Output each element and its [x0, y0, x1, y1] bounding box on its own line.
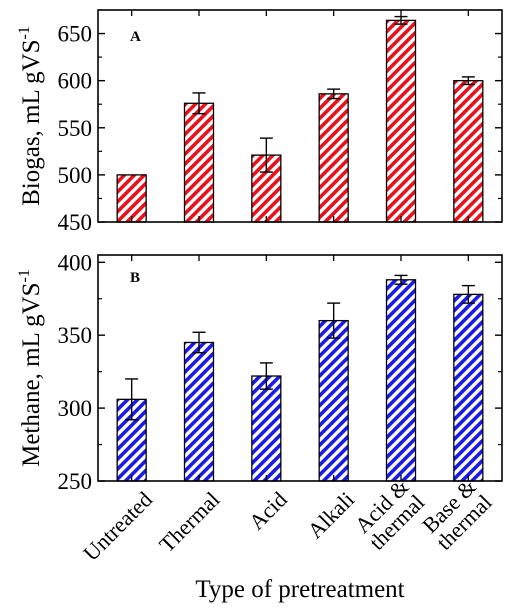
x-category-label-5: Base &thermal: [416, 474, 497, 555]
error-bar-B-3: [327, 302, 341, 339]
y-tick-label-B-2: 350: [58, 323, 93, 348]
y-tick-label-B-0: 250: [58, 469, 93, 494]
y-tick-label-A-1: 500: [58, 163, 93, 188]
x-category-label-4: Acid &thermal: [349, 474, 430, 555]
error-bar-B-5: [461, 284, 475, 304]
bar-A-4: [385, 19, 417, 223]
error-bar-B-0: [125, 378, 139, 421]
bar-B-5: [453, 293, 484, 482]
panel-A: 450 500 550 600 650 A Biogas, mL gVS-1: [16, 9, 503, 235]
panel-label-B: B: [130, 270, 140, 286]
bar-A-3: [318, 93, 349, 223]
panel-label-A: A: [130, 29, 141, 45]
x-category-label-3: Alkali: [303, 487, 360, 544]
error-bar-A-1: [192, 92, 206, 115]
panel-B: 250 300 350 400 B Methane, mL gVS-1: [16, 250, 503, 494]
x-category-label-1: Thermal: [154, 487, 224, 557]
bar-A-5: [453, 80, 484, 223]
y-tick-label-A-2: 550: [58, 116, 93, 141]
bar-A-0: [116, 174, 147, 223]
error-bar-A-3: [327, 88, 341, 100]
y-axis-label-B: Methane, mL gVS-1: [16, 269, 45, 467]
plot-frame-B: [97, 254, 503, 482]
error-bar-A-2: [259, 137, 273, 173]
y-tick-label-B-1: 300: [58, 396, 93, 421]
error-bar-A-5: [461, 76, 475, 86]
y-axis-label-A: Biogas, mL gVS-1: [16, 26, 45, 206]
y-tick-label-A-0: 450: [58, 210, 93, 235]
error-bar-B-1: [192, 331, 206, 354]
x-category-label-2: Acid: [244, 487, 292, 535]
bar-B-2: [251, 375, 282, 482]
x-category-label-0: Untreated: [78, 487, 157, 566]
x-axis-label: Type of pretreatment: [195, 576, 404, 603]
error-bar-A-4: [394, 15, 408, 25]
y-tick-label-B-3: 400: [58, 250, 93, 275]
error-bar-B-2: [259, 362, 273, 390]
bar-B-3: [318, 319, 349, 482]
plot-frame-A: [97, 9, 503, 223]
error-bar-B-4: [394, 274, 408, 285]
bar-B-4: [385, 279, 417, 482]
bar-A-1: [183, 102, 215, 223]
y-tick-label-A-4: 650: [58, 22, 93, 47]
y-tick-label-A-3: 600: [58, 69, 93, 94]
bar-B-1: [183, 341, 215, 482]
